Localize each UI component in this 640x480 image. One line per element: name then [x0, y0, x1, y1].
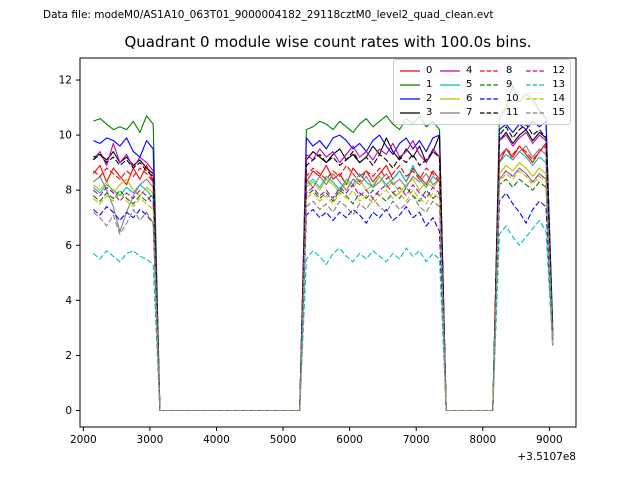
legend-item-1: 1 — [399, 78, 432, 92]
series-line-9 — [92, 178, 554, 412]
legend: 0 1 2 3 4 5 6 7 8 9 10 11 12 13 14 15 — [393, 59, 571, 125]
x-axis-offset-label: +3.5107e8 — [517, 451, 576, 463]
x-tick-label: 4000 — [203, 434, 230, 446]
x-tick-label: 2000 — [70, 434, 97, 446]
series-line-15 — [92, 167, 554, 412]
legend-item-15: 15 — [525, 106, 565, 120]
legend-label: 7 — [465, 107, 473, 118]
legend-line-sample — [526, 112, 547, 114]
legend-label: 2 — [426, 93, 433, 104]
legend-label: 5 — [465, 79, 473, 90]
y-tick-label: 6 — [65, 240, 72, 252]
series-line-4 — [92, 131, 554, 412]
legend-label: 0 — [426, 65, 433, 76]
legend-item-7: 7 — [439, 106, 472, 120]
legend-label: 15 — [552, 107, 565, 118]
legend-item-0: 0 — [399, 64, 432, 78]
legend-line-sample — [526, 70, 547, 72]
x-tick-label: 8000 — [469, 434, 496, 446]
legend-line-sample — [400, 112, 420, 114]
legend-line-sample — [479, 98, 500, 100]
legend-line-sample — [526, 84, 547, 86]
legend-line-sample — [400, 70, 420, 72]
legend-label: 8 — [505, 65, 513, 76]
series-line-2 — [93, 120, 554, 412]
legend-column: 0 1 2 3 — [399, 64, 432, 120]
legend-item-14: 14 — [525, 92, 565, 106]
legend-label: 13 — [552, 79, 565, 90]
y-tick-label: 8 — [65, 185, 72, 197]
axes-frame — [79, 57, 577, 428]
series-line-11 — [92, 123, 554, 412]
x-tick-label: 6000 — [336, 434, 363, 446]
series-line-0 — [92, 142, 554, 412]
series-line-6 — [92, 162, 554, 412]
legend-column: 12 13 14 15 — [525, 64, 565, 120]
legend-label: 6 — [465, 93, 473, 104]
x-tick-label: 3000 — [137, 434, 164, 446]
legend-item-3: 3 — [399, 106, 432, 120]
legend-item-9: 9 — [479, 78, 519, 92]
legend-item-13: 13 — [525, 78, 565, 92]
legend-column: 4 5 6 7 — [439, 64, 472, 120]
series-line-10 — [92, 192, 554, 412]
legend-label: 1 — [426, 79, 433, 90]
legend-label: 4 — [465, 65, 473, 76]
legend-item-5: 5 — [439, 78, 472, 92]
y-tick-label: 10 — [59, 130, 72, 142]
legend-item-10: 10 — [479, 92, 519, 106]
legend-line-sample — [479, 112, 500, 114]
y-tick-label: 4 — [65, 295, 72, 307]
y-tick-label: 2 — [65, 350, 72, 362]
data-file-text: Data file: modeM0/AS1A10_063T01_90000041… — [43, 9, 494, 21]
legend-label: 9 — [505, 79, 513, 90]
legend-line-sample — [400, 84, 420, 86]
legend-line-sample — [526, 98, 547, 100]
legend-item-2: 2 — [399, 92, 432, 106]
legend-line-sample — [439, 70, 460, 72]
series-line-5 — [92, 151, 554, 412]
x-tick-label: 9000 — [536, 434, 563, 446]
legend-line-sample — [400, 98, 420, 100]
legend-line-sample — [479, 70, 500, 72]
legend-line-sample — [439, 112, 460, 114]
legend-label: 12 — [552, 65, 565, 76]
legend-label: 14 — [552, 93, 565, 104]
legend-item-4: 4 — [439, 64, 472, 78]
y-tick-label: 12 — [59, 75, 72, 87]
legend-line-sample — [439, 98, 460, 100]
series-line-12 — [92, 167, 554, 412]
legend-column: 8 9 10 11 — [479, 64, 519, 120]
legend-label: 10 — [505, 93, 519, 104]
y-tick-label: 0 — [65, 405, 72, 417]
legend-line-sample — [439, 84, 460, 86]
legend-item-11: 11 — [479, 106, 519, 120]
legend-item-8: 8 — [479, 64, 519, 78]
legend-line-sample — [479, 84, 500, 86]
chart-title: Quadrant 0 module wise count rates with … — [124, 33, 532, 51]
series-line-1 — [93, 84, 554, 412]
legend-label: 11 — [505, 107, 519, 118]
x-tick-label: 7000 — [403, 434, 430, 446]
legend-item-6: 6 — [439, 92, 472, 106]
x-tick-label: 5000 — [270, 434, 297, 446]
series-line-13 — [92, 219, 554, 412]
legend-label: 3 — [426, 107, 433, 118]
legend-item-12: 12 — [525, 64, 565, 78]
